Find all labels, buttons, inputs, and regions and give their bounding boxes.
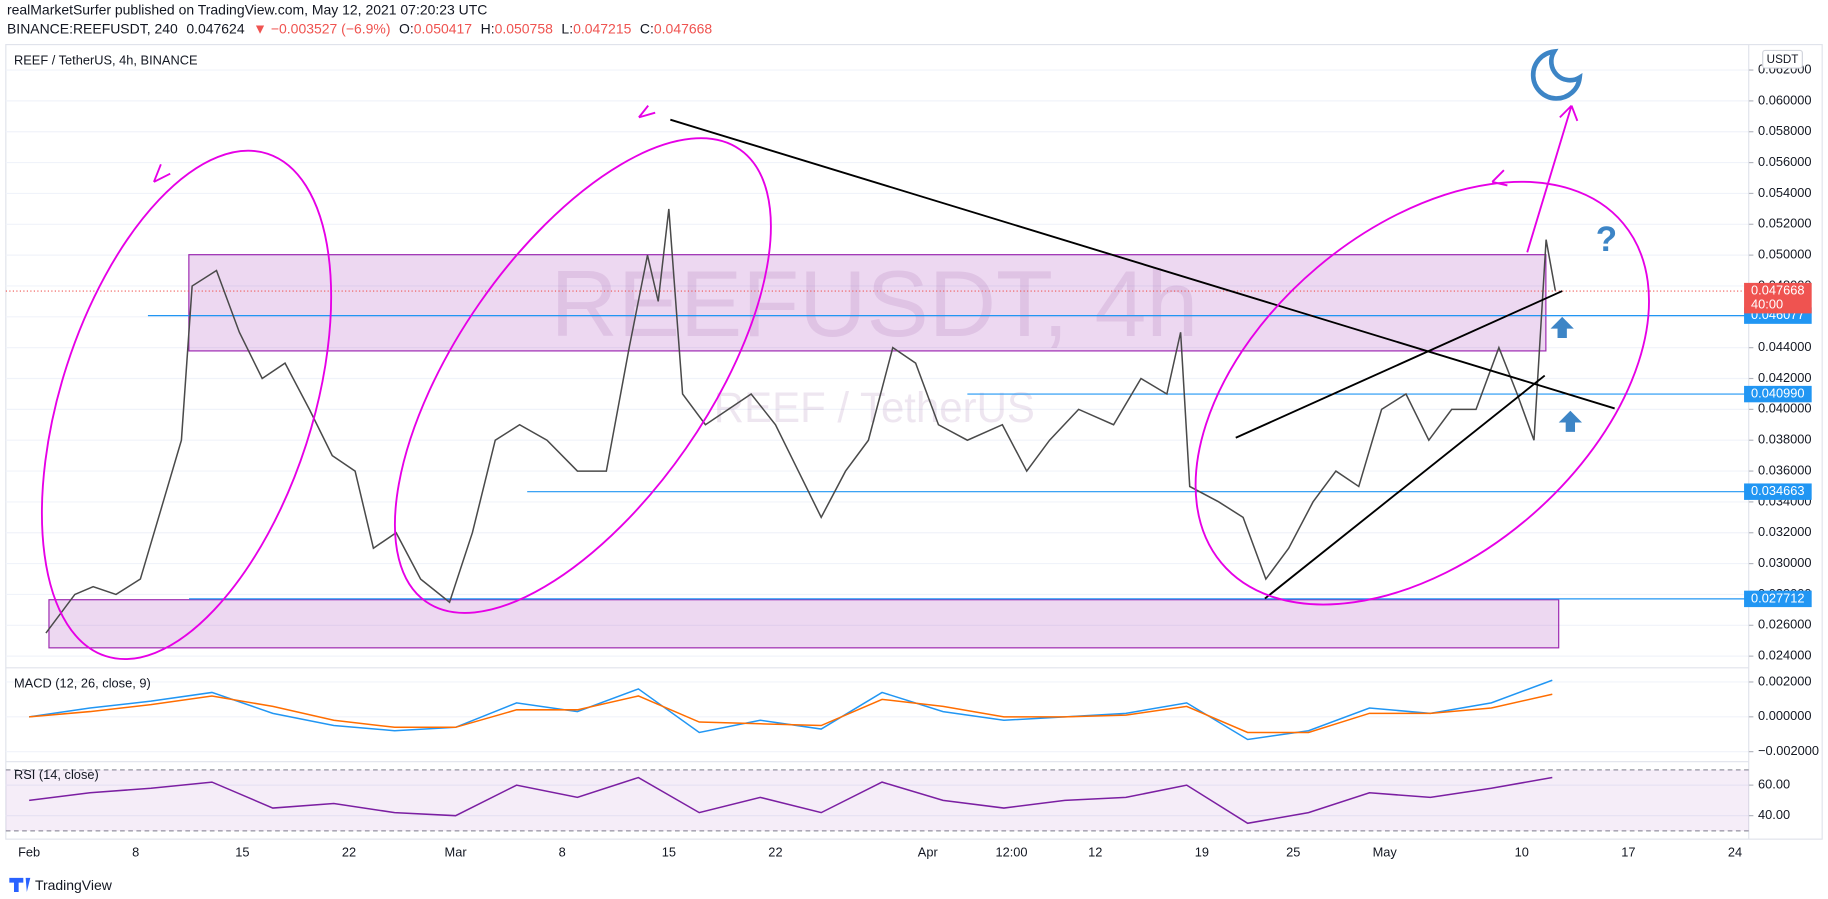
arrowhead (1491, 169, 1508, 187)
price-label-box (1744, 385, 1812, 403)
x-tick-label: 12:00 (995, 845, 1027, 860)
arrowhead (638, 105, 656, 119)
price-label: 0.040990 (1751, 385, 1804, 400)
up-arrow (1558, 410, 1583, 432)
trendline (1264, 374, 1546, 600)
x-tick-label: 8 (559, 845, 566, 860)
x-tick-label: Mar (445, 845, 468, 860)
pane-title: RSI (14, close) (14, 767, 99, 782)
trendline (1235, 290, 1563, 439)
circle (394, 137, 772, 614)
y-tick-label: 0.038000 (1758, 432, 1811, 447)
y-tick-label: 0.060000 (1758, 92, 1811, 107)
series-line (29, 693, 1553, 734)
arrowhead (153, 163, 171, 183)
series-line (29, 776, 1553, 825)
c: 0.047668 (654, 20, 712, 36)
y-tick-label: 0.050000 (1758, 246, 1811, 261)
watermark-sub: REEF / TetherUS (714, 384, 1035, 431)
y-tick-label: 0.040000 (1758, 401, 1811, 416)
x-tick-label: 15 (235, 845, 249, 860)
x-tick-label: 22 (768, 845, 782, 860)
l-label: L: (561, 20, 573, 36)
symbol: BINANCE:REEFUSDT, 240 (7, 20, 178, 36)
current-price-label: 0.047668 (1751, 282, 1804, 297)
chart-frame (5, 44, 1823, 840)
y-tick-label: 0.000000 (1758, 708, 1811, 723)
x-tick-label: Feb (18, 845, 40, 860)
x-tick-label: 12 (1088, 845, 1102, 860)
plot (5, 208, 1749, 825)
y-tick-label: 0.052000 (1758, 216, 1811, 231)
y-tick-label: 0.026000 (1758, 617, 1811, 632)
series-line (45, 208, 1557, 634)
circle (1194, 180, 1650, 606)
trendlines (670, 118, 1615, 600)
y-tick-label: 0.044000 (1758, 339, 1811, 354)
x-tick-label: 24 (1728, 845, 1742, 860)
y-tick-label: 40.00 (1758, 807, 1790, 822)
zone (48, 599, 1560, 649)
currency: USDT (1767, 53, 1799, 66)
publisher: realMarketSurfer published on TradingVie… (7, 1, 487, 17)
c-label: C: (640, 20, 654, 36)
rsi-band-fill (5, 769, 1749, 831)
pane-title: MACD (12, 26, close, 9) (14, 676, 151, 691)
y-tick-label: 0.036000 (1758, 462, 1811, 477)
header-line: BINANCE:REEFUSDT, 240 0.047624 ▼ −0.0035… (7, 20, 712, 36)
y-tick-label: 0.030000 (1758, 555, 1811, 570)
x-tick-label: Apr (918, 845, 939, 860)
currency-box (1762, 49, 1803, 69)
h: 0.050758 (495, 20, 553, 36)
pane-title: REEF / TetherUS, 4h, BINANCE (14, 52, 198, 67)
circle (40, 149, 333, 661)
y-tick-label: −0.002000 (1758, 743, 1819, 758)
brand: TradingView (35, 877, 113, 893)
moon-icon (1530, 48, 1583, 101)
y-tick-label: 60.00 (1758, 776, 1790, 791)
arrow (1526, 104, 1579, 253)
x-tick-label: 15 (662, 845, 676, 860)
x-tick-label: 25 (1286, 845, 1300, 860)
circles (40, 104, 1650, 661)
o: 0.050417 (414, 20, 472, 36)
x-tick-label: 22 (342, 845, 356, 860)
y-tick-label: 0.058000 (1758, 123, 1811, 138)
price-label: 0.027712 (1751, 590, 1804, 605)
zone (188, 254, 1547, 352)
watermark: REEFUSDT, 4h (550, 251, 1198, 356)
y-tick-label: 0.056000 (1758, 154, 1811, 169)
x-tick-label: 8 (132, 845, 139, 860)
x-tick-label: 19 (1195, 845, 1209, 860)
trendline (670, 118, 1615, 410)
logo (9, 877, 31, 892)
y-tick-label: 0.054000 (1758, 185, 1811, 200)
price-label-box (1744, 590, 1812, 608)
x-tick-label: 17 (1621, 845, 1635, 860)
countdown: 40:00 (1751, 297, 1783, 312)
y-tick-label: 0.002000 (1758, 673, 1811, 688)
o-label: O: (399, 20, 414, 36)
price-label-box (1744, 483, 1812, 500)
x-tick-label: 10 (1515, 845, 1529, 860)
axes: Feb 8 15 22 Mar 8 15 22 Apr 12:00 12 19 25 May 10 17 24 0… (18, 61, 1819, 859)
h-label: H: (481, 20, 495, 36)
change: ▼ −0.003527 (−6.9%) (253, 20, 390, 36)
up-arrow (1550, 316, 1574, 339)
x-tick-label: May (1373, 845, 1398, 860)
last: 0.047624 (186, 20, 244, 36)
price-label: 0.034663 (1751, 483, 1804, 498)
y-tick-label: 0.042000 (1758, 370, 1811, 385)
l: 0.047215 (573, 20, 631, 36)
y-tick-label: 0.032000 (1758, 524, 1811, 539)
y-tick-label: 0.024000 (1758, 647, 1811, 662)
question-mark: ? (1596, 220, 1617, 259)
current-price-box (1744, 282, 1812, 314)
